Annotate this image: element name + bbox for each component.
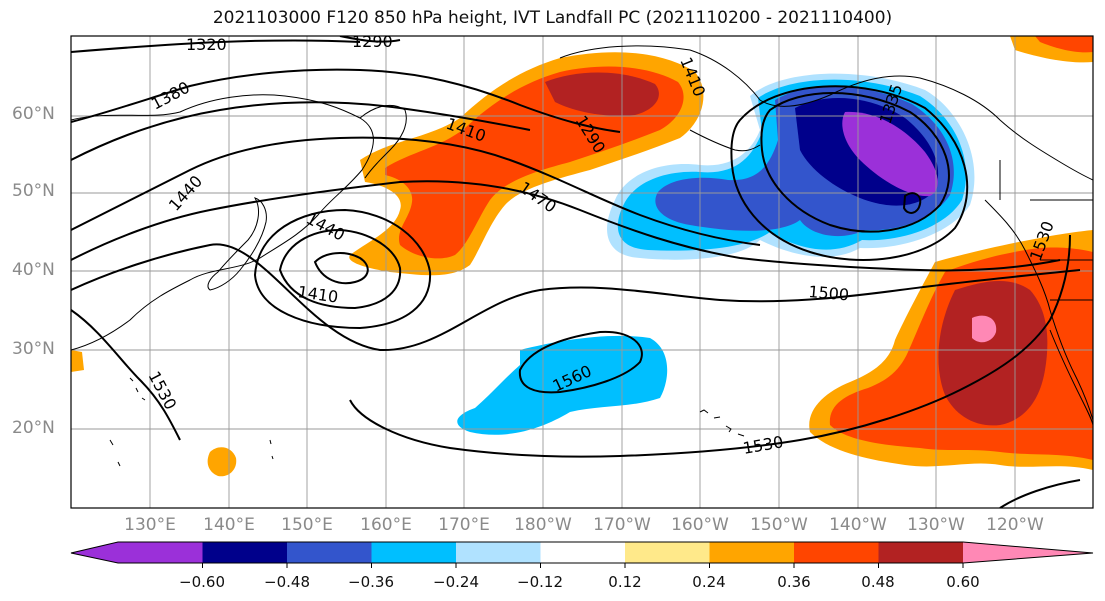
lon-label: 120°W (986, 515, 1044, 535)
contour-gulf-low-2 (730, 85, 969, 261)
contour-label: 1440 (303, 209, 348, 245)
colorbar-swatch (287, 542, 372, 563)
contour-label: 1500 (808, 282, 850, 304)
contour-1290-upper (339, 36, 401, 43)
colorbar-extend-low (71, 542, 118, 563)
map-frame (70, 35, 1094, 509)
colorbar-swatch (540, 542, 625, 563)
colorbar-swatch (456, 542, 541, 563)
lon-label: 170°E (438, 515, 490, 535)
lon-label: 140°E (203, 515, 255, 535)
ivt-negative-region-gulf-5 (842, 111, 938, 197)
contour-1440-outer (71, 136, 761, 246)
contour-1500 (71, 243, 1081, 352)
lon-label: 160°E (360, 515, 412, 535)
colorbar-tick-label: 0.60 (946, 573, 980, 591)
coast-aleutians (689, 129, 761, 152)
contour-label: 1320 (186, 35, 227, 54)
map-title: 2021103000 F120 850 hPa height, IVT Land… (212, 8, 893, 28)
colorbar-ticks (202, 563, 964, 568)
lon-label: 150°W (750, 515, 808, 535)
contour-1470 (71, 180, 1061, 272)
lat-label: 30°N (12, 339, 55, 359)
coastlines (71, 45, 1093, 467)
contour-label: 1530 (741, 432, 784, 458)
colorbar-swatch (625, 542, 710, 563)
coast-alaska (559, 45, 1093, 181)
lon-label: 130°W (907, 515, 965, 535)
lon-label: 180°W (514, 515, 572, 535)
contour-label: 1380 (148, 78, 193, 114)
colorbar-tick-label: 0.36 (777, 573, 811, 591)
lon-label: 150°E (281, 515, 333, 535)
lon-label: 160°W (671, 515, 729, 535)
ivt-positive-region-ne-corner-2 (1035, 36, 1093, 53)
colorbar-outline (70, 541, 1094, 564)
colorbar-tick-label: −0.36 (348, 573, 394, 591)
contour-1380 (71, 68, 621, 133)
ivt-positive-region-westus-3 (938, 280, 1048, 426)
coast-asia (71, 94, 374, 351)
contour-1470-low (253, 208, 432, 330)
coast-islands-west (109, 377, 274, 467)
lon-label: 130°E (124, 515, 176, 535)
colorbar-swatch (371, 542, 456, 563)
lon-label: 140°W (829, 515, 887, 535)
lat-label: 40°N (12, 260, 55, 280)
contour-1560 (518, 330, 643, 394)
lat-label: 50°N (12, 181, 55, 201)
colorbar-swatch (709, 542, 794, 563)
colorbar-swatch (202, 542, 287, 563)
colorbar-swatch (118, 542, 203, 563)
contour-label: 1290 (352, 32, 393, 51)
ivt-shading (71, 36, 1093, 508)
coast-west-na (984, 199, 1093, 421)
coast-japan (207, 197, 267, 291)
contour-1320 (71, 39, 361, 53)
ivt-positive-region-west-edge (71, 350, 84, 372)
contour-1410-north (71, 101, 531, 161)
colorbar-tick-label: 0.48 (861, 573, 895, 591)
height-contours (71, 36, 1081, 508)
contour-1440-low (278, 228, 402, 310)
colorbar-tick-label: 0.24 (692, 573, 726, 591)
contour-1530 (71, 234, 1071, 458)
colorbar-extend-high (963, 542, 1093, 563)
colorbar-swatch (794, 542, 879, 563)
contour-1410-low (313, 252, 369, 285)
lat-label: 60°N (12, 104, 55, 124)
contour-label: 1410 (296, 282, 339, 306)
contour-gulf-low (760, 92, 950, 233)
contour-southeast (999, 479, 1081, 508)
ivt-negative-region-central (457, 335, 668, 435)
colorbar-tick-label: −0.12 (517, 573, 563, 591)
colorbar-swatch (878, 542, 963, 563)
ivt-positive-region-hawaii-west (207, 447, 237, 477)
coast-hawaii (699, 409, 745, 437)
ivt-positive-region-bering-3 (545, 72, 659, 116)
ivt-positive-region-westus-4 (972, 315, 997, 343)
state-borders (999, 160, 1093, 301)
colorbar-tick-label: −0.60 (179, 573, 225, 591)
contour-gulf-inner (902, 192, 922, 214)
colorbar-tick-label: 0.12 (608, 573, 642, 591)
colorbar (70, 541, 1094, 568)
lat-label: 20°N (12, 418, 55, 438)
colorbar-tick-label: −0.48 (264, 573, 310, 591)
colorbar-tick-label: −0.24 (433, 573, 479, 591)
coast-baja (1049, 329, 1093, 426)
lon-label: 170°W (593, 515, 651, 535)
